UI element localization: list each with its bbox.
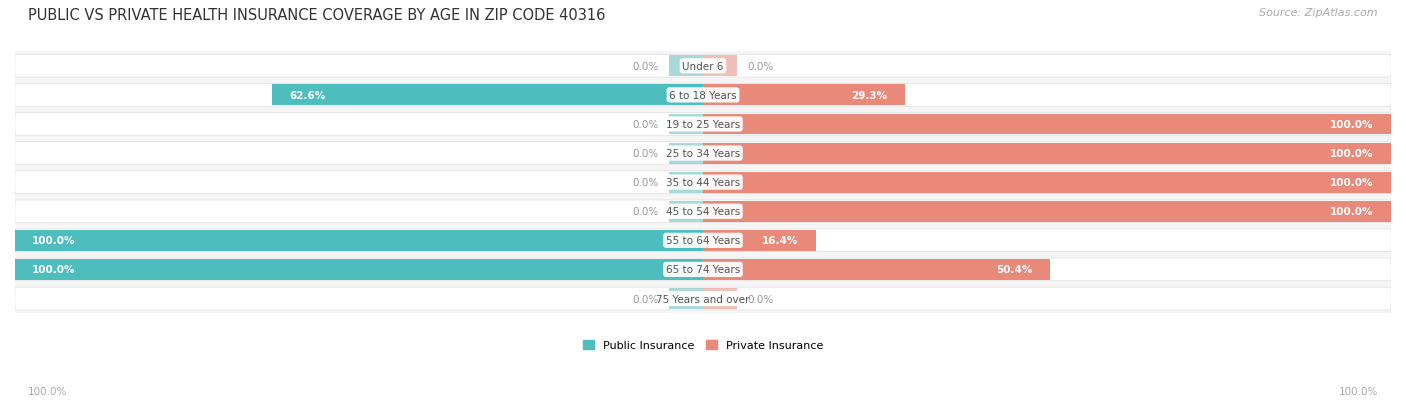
FancyBboxPatch shape	[15, 230, 1391, 252]
Text: 100.0%: 100.0%	[1330, 120, 1374, 130]
Text: 100.0%: 100.0%	[1339, 387, 1378, 396]
Bar	[703, 288, 737, 309]
Text: 29.3%: 29.3%	[851, 91, 887, 101]
Text: 100.0%: 100.0%	[32, 265, 76, 275]
FancyBboxPatch shape	[15, 113, 1391, 136]
Bar	[703, 230, 815, 251]
FancyBboxPatch shape	[15, 84, 1391, 107]
Text: 0.0%: 0.0%	[633, 62, 658, 71]
Bar	[669, 201, 703, 222]
Text: 45 to 54 Years: 45 to 54 Years	[666, 207, 740, 217]
Text: 0.0%: 0.0%	[633, 149, 658, 159]
Text: 16.4%: 16.4%	[762, 236, 799, 246]
Text: 25 to 34 Years: 25 to 34 Years	[666, 149, 740, 159]
Bar	[703, 56, 737, 77]
Bar	[669, 288, 703, 309]
Bar	[669, 114, 703, 135]
Text: 35 to 44 Years: 35 to 44 Years	[666, 178, 740, 188]
Bar	[703, 143, 1391, 164]
Text: 100.0%: 100.0%	[1330, 149, 1374, 159]
Bar	[669, 56, 703, 77]
FancyBboxPatch shape	[15, 259, 1391, 281]
Text: 19 to 25 Years: 19 to 25 Years	[666, 120, 740, 130]
FancyBboxPatch shape	[15, 171, 1391, 194]
Text: PUBLIC VS PRIVATE HEALTH INSURANCE COVERAGE BY AGE IN ZIP CODE 40316: PUBLIC VS PRIVATE HEALTH INSURANCE COVER…	[28, 8, 606, 23]
Bar	[669, 172, 703, 193]
Text: 0.0%: 0.0%	[633, 207, 658, 217]
Text: 100.0%: 100.0%	[32, 236, 76, 246]
Bar	[703, 172, 1391, 193]
Text: 65 to 74 Years: 65 to 74 Years	[666, 265, 740, 275]
FancyBboxPatch shape	[15, 200, 1391, 223]
Bar	[15, 230, 703, 251]
Bar	[15, 259, 703, 280]
Bar	[703, 201, 1391, 222]
Bar	[703, 259, 1050, 280]
FancyBboxPatch shape	[15, 55, 1391, 78]
Text: 0.0%: 0.0%	[633, 120, 658, 130]
FancyBboxPatch shape	[15, 142, 1391, 165]
Text: 6 to 18 Years: 6 to 18 Years	[669, 91, 737, 101]
Bar	[703, 85, 904, 106]
FancyBboxPatch shape	[15, 287, 1391, 310]
Text: 62.6%: 62.6%	[290, 91, 326, 101]
Text: 0.0%: 0.0%	[633, 294, 658, 304]
Text: Under 6: Under 6	[682, 62, 724, 71]
Text: 100.0%: 100.0%	[1330, 207, 1374, 217]
Legend: Public Insurance, Private Insurance: Public Insurance, Private Insurance	[579, 336, 827, 355]
Text: Source: ZipAtlas.com: Source: ZipAtlas.com	[1260, 8, 1378, 18]
Text: 0.0%: 0.0%	[633, 178, 658, 188]
Text: 100.0%: 100.0%	[1330, 178, 1374, 188]
Bar	[273, 85, 703, 106]
Text: 50.4%: 50.4%	[997, 265, 1032, 275]
Text: 0.0%: 0.0%	[748, 62, 773, 71]
Text: 0.0%: 0.0%	[748, 294, 773, 304]
Text: 75 Years and over: 75 Years and over	[657, 294, 749, 304]
Bar	[669, 143, 703, 164]
Text: 55 to 64 Years: 55 to 64 Years	[666, 236, 740, 246]
Bar	[703, 114, 1391, 135]
Text: 100.0%: 100.0%	[28, 387, 67, 396]
